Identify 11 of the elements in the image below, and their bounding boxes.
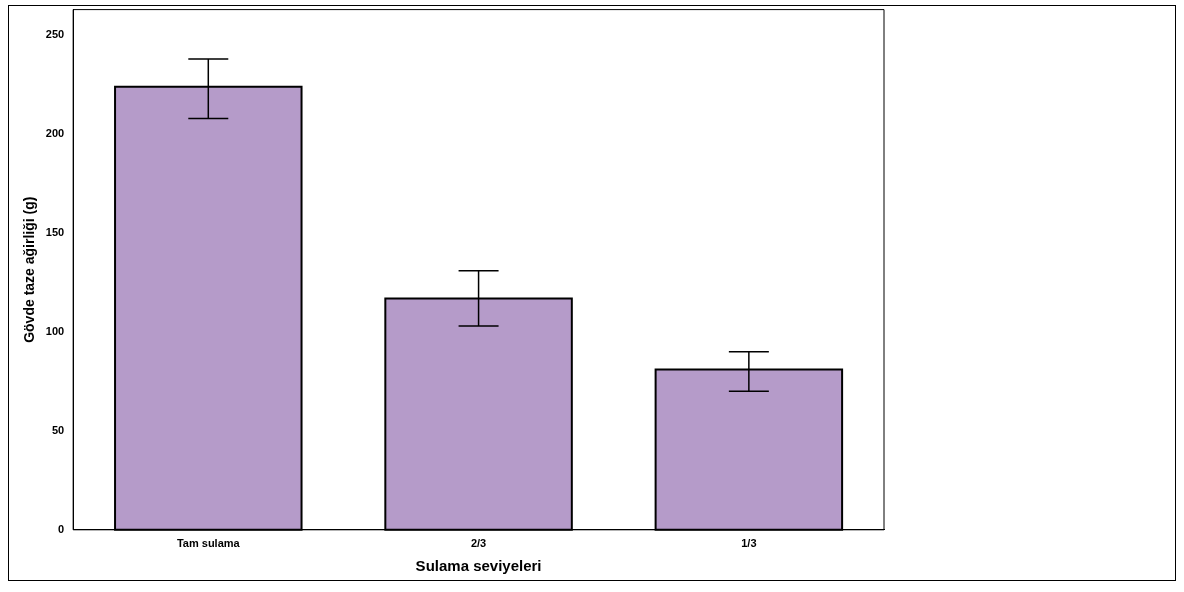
y-tick-label: 150 bbox=[45, 226, 65, 239]
x-tick-label: 1/3 bbox=[741, 537, 757, 550]
x-tick-label: 2/3 bbox=[470, 537, 487, 550]
y-tick-label: 200 bbox=[45, 127, 65, 140]
y-tick-label: 50 bbox=[51, 423, 65, 436]
x-tick-label: Tam sulama bbox=[176, 537, 241, 550]
y-axis-title: Gövde taze ağirliği (g) bbox=[21, 196, 38, 343]
y-tick-label: 0 bbox=[58, 522, 65, 535]
y-tick-label: 250 bbox=[45, 28, 65, 41]
x-axis-title: Sulama seviyeleri bbox=[415, 557, 542, 575]
y-tick-label: 100 bbox=[45, 325, 65, 338]
